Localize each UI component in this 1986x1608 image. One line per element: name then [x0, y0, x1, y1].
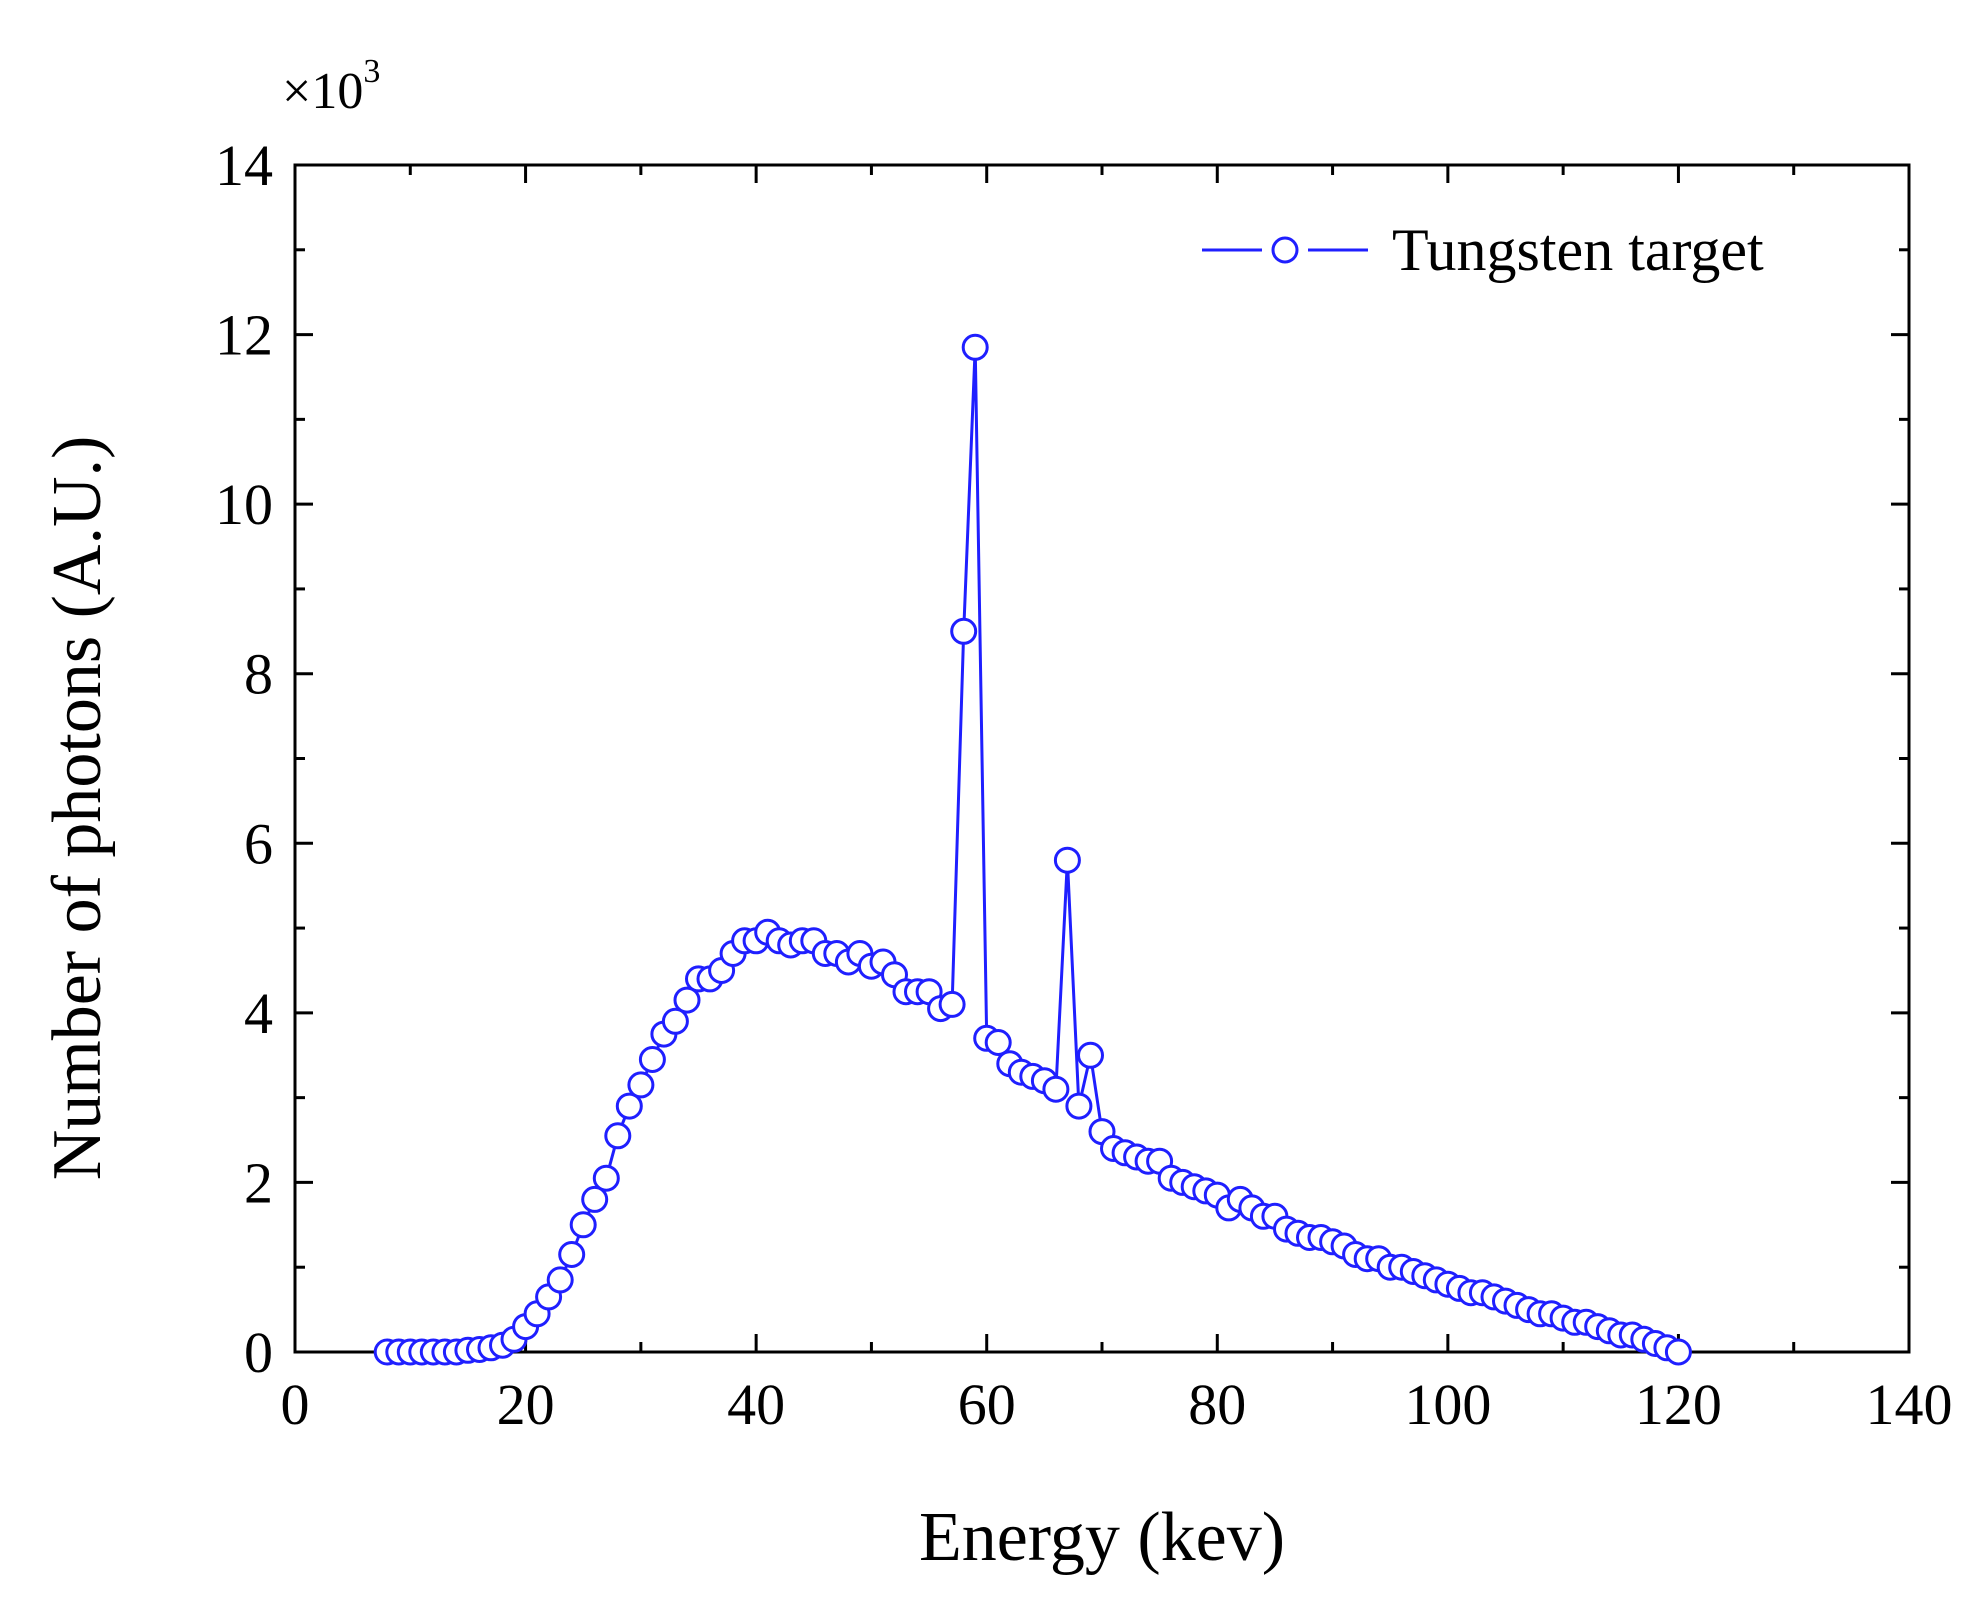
series-line: [387, 345, 1679, 1354]
x-tick-label: 20: [497, 1372, 555, 1437]
data-point: [546, 1266, 574, 1294]
y-multiplier-label: ×103: [282, 53, 380, 120]
data-point: [615, 1092, 643, 1120]
data-point: [1077, 1041, 1104, 1069]
data-point: [1042, 1075, 1070, 1103]
y-tick-labels: 0 2 4 6 8 10 12 14: [215, 133, 273, 1385]
y-multiplier-exponent: 3: [363, 53, 380, 90]
x-tick-label: 0: [281, 1372, 310, 1437]
legend-marker: [1271, 236, 1299, 264]
y-tick-label: 8: [244, 642, 273, 707]
plot-frame: [293, 163, 1911, 1354]
data-point: [938, 990, 966, 1018]
y-tick-label: 10: [215, 472, 273, 537]
y-tick-label: 12: [215, 303, 273, 368]
data-point: [592, 1164, 620, 1192]
data-point: [569, 1211, 597, 1239]
x-tick-label: 60: [958, 1372, 1016, 1437]
x-axis-title: Energy (kev): [919, 1499, 1285, 1576]
data-point: [1664, 1338, 1692, 1366]
data-point: [950, 617, 978, 645]
data-point: [581, 1185, 609, 1213]
data-point: [661, 1007, 689, 1035]
series-points-group: [373, 333, 1692, 1366]
data-point: [1065, 1092, 1093, 1120]
data-point: [558, 1241, 586, 1268]
x-tick-label: 40: [727, 1372, 785, 1437]
y-axis-title: Number of photons (A.U.): [39, 436, 116, 1181]
y-tick-label: 0: [244, 1320, 273, 1385]
x-tick-labels: 0 20 40 60 80 100 120 140: [281, 1372, 1953, 1437]
axis-ticks: [293, 163, 1911, 1354]
data-point: [673, 986, 701, 1014]
y-tick-label: 4: [244, 981, 273, 1046]
data-point: [627, 1071, 655, 1099]
x-tick-label: 120: [1635, 1372, 1722, 1437]
data-point: [1053, 846, 1081, 874]
x-tick-label: 100: [1404, 1372, 1491, 1437]
y-tick-label: 6: [244, 811, 273, 876]
y-multiplier-base: ×10: [282, 63, 363, 120]
data-point: [604, 1122, 632, 1150]
legend: Tungsten target: [1202, 217, 1764, 283]
y-tick-label: 14: [215, 133, 273, 198]
data-point: [638, 1046, 666, 1073]
y-tick-label: 2: [244, 1150, 273, 1215]
x-tick-label: 80: [1188, 1372, 1246, 1437]
data-point: [961, 333, 989, 361]
data-point: [984, 1029, 1012, 1056]
x-tick-label: 140: [1866, 1372, 1953, 1437]
legend-label: Tungsten target: [1392, 217, 1764, 283]
series-line-group: [387, 345, 1679, 1354]
